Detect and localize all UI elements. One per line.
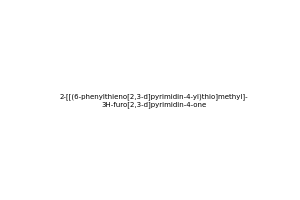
Text: 2-[[(6-phenylthieno[2,3-d]pyrimidin-4-yl)thio]methyl]-
3H-furo[2,3-d]pyrimidin-4: 2-[[(6-phenylthieno[2,3-d]pyrimidin-4-yl… xyxy=(59,94,248,108)
